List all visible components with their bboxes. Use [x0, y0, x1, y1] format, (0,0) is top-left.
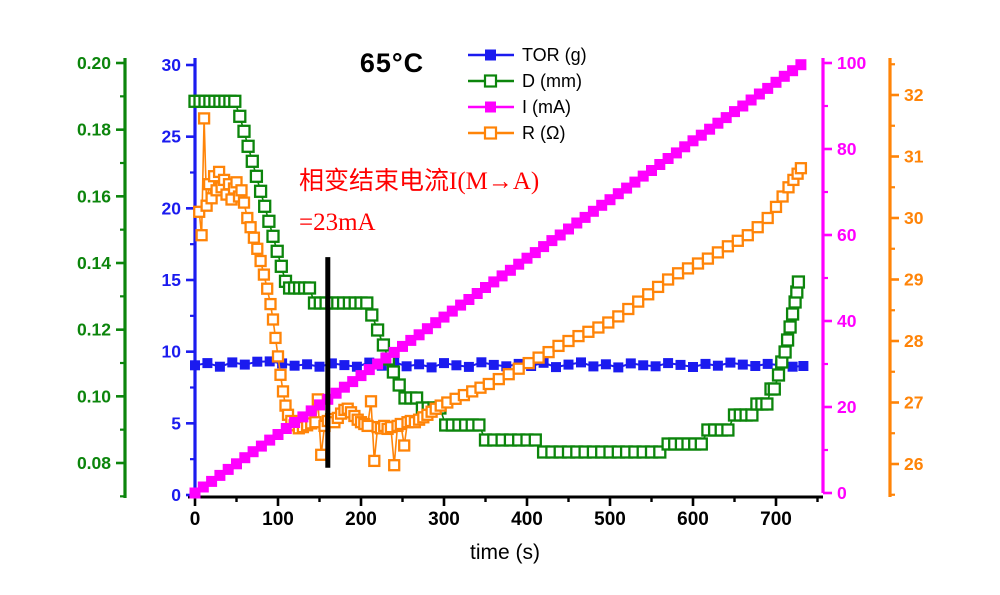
x-tick-label: 0	[190, 509, 201, 530]
legend: TOR (g) D (mm) I (mA) R (Ω)	[468, 42, 587, 146]
y-tick-label: 29	[904, 270, 924, 290]
x-axis-title: time (s)	[470, 541, 540, 564]
legend-label-r: R (Ω)	[522, 122, 566, 143]
y-tick-label: 20	[837, 397, 857, 417]
y-tick-label: 0.12	[77, 320, 111, 340]
legend-item-r[interactable]: R (Ω)	[468, 120, 587, 146]
y-tick-label: 80	[837, 139, 857, 159]
chart-title: 65°C	[359, 48, 425, 78]
y-tick-label: 0	[171, 485, 181, 505]
y-tick-label: 0.08	[77, 453, 111, 473]
legend-label-d: D (mm)	[522, 70, 582, 91]
y-tick-label: 0.20	[77, 53, 111, 73]
y-tick-label: 32	[904, 85, 924, 105]
x-tick-label: 500	[594, 509, 626, 530]
x-axis: 0 100 200 300 400 500 600 700	[188, 495, 823, 530]
y-tick-label: 0.14	[77, 253, 111, 273]
y-tick-label: 28	[904, 331, 924, 351]
y-tick-label: 100	[837, 53, 866, 73]
y-tick-label: 30	[162, 55, 182, 75]
annotation-note-line2: =23mA	[299, 208, 376, 236]
y-tick-label: 25	[162, 127, 182, 147]
series-i	[189, 59, 807, 499]
y-tick-label: 20	[162, 198, 182, 218]
annotation-note: 相变结束电流I(M→A) =23mA	[299, 162, 639, 243]
legend-item-d[interactable]: D (mm)	[468, 68, 587, 94]
series-tor	[190, 356, 809, 373]
y-tick-label: 31	[904, 147, 924, 167]
legend-marker-i-icon	[468, 101, 514, 113]
x-tick-label: 200	[345, 509, 377, 530]
legend-label-tor: TOR (g)	[522, 44, 587, 65]
legend-item-i[interactable]: I (mA)	[468, 94, 587, 120]
y-tick-label: 60	[837, 225, 857, 245]
x-tick-label: 300	[428, 509, 460, 530]
legend-item-tor[interactable]: TOR (g)	[468, 42, 587, 68]
y-tick-label: 30	[904, 208, 924, 228]
y-tick-label: 5	[171, 413, 181, 433]
x-tick-label: 600	[677, 509, 709, 530]
axis-left-outer: 0.20 0.18 0.16 0.14 0.12 0.10 0.08	[77, 53, 127, 498]
y-tick-label: 0	[837, 483, 847, 503]
x-tick-label: 700	[760, 509, 792, 530]
y-tick-label: 40	[837, 311, 857, 331]
x-tick-label: 100	[262, 509, 294, 530]
y-tick-label: 27	[904, 393, 923, 413]
legend-marker-d-icon	[468, 74, 514, 88]
y-tick-label: 0.16	[77, 186, 111, 206]
annotation-note-line1: 相变结束电流I(M→A)	[299, 168, 540, 195]
axis-right-outer: 32 31 30 29 28 27 26	[888, 58, 924, 497]
y-tick-label: 10	[162, 342, 182, 362]
y-tick-label: 26	[904, 454, 924, 474]
legend-label-i: I (mA)	[522, 96, 571, 117]
axis-left-inner: 30 25 20 15 10 5 0	[162, 55, 197, 505]
legend-marker-tor-icon	[468, 49, 514, 61]
x-tick-label: 400	[511, 509, 543, 530]
series-d	[188, 94, 806, 459]
y-tick-label: 0.18	[77, 120, 111, 140]
legend-marker-r-icon	[468, 126, 514, 140]
y-tick-label: 0.10	[77, 386, 111, 406]
axis-right-inner: 100 80 60 40 20 0	[821, 53, 866, 503]
y-tick-label: 15	[162, 270, 182, 290]
